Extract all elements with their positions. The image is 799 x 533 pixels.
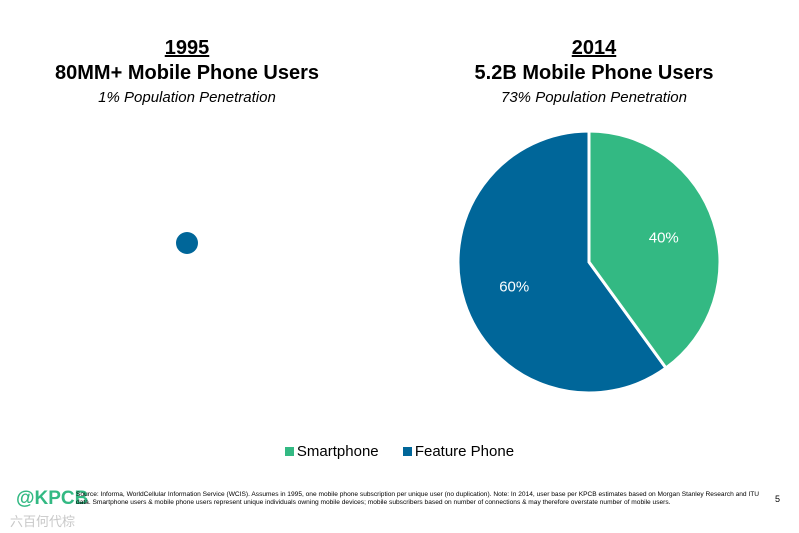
year-1995: 1995 <box>164 37 210 59</box>
legend-swatch-feature-phone <box>402 446 412 456</box>
legend-item-smartphone: Smartphone <box>284 443 379 460</box>
pie-1995-slice-feature-phone <box>176 232 198 254</box>
pie-2014-slice-smartphone <box>587 129 722 370</box>
legend: Smartphone Feature Phone <box>0 443 799 460</box>
source-footnote: Source: Informa, WorldCellular Informati… <box>76 491 760 507</box>
page-number: 5 <box>775 494 781 504</box>
legend-item-feature-phone: Feature Phone <box>402 443 515 460</box>
pie-2014-slice-smartphone-label: 40% <box>649 230 679 247</box>
watermark: 六百何代棕 <box>10 514 76 529</box>
legend-label-smartphone: Smartphone <box>296 443 379 460</box>
subtitle-1995: 1% Population Penetration <box>98 89 276 106</box>
subtitle-2014: 73% Population Penetration <box>501 89 687 106</box>
legend-label-feature-phone: Feature Phone <box>414 443 515 460</box>
legend-swatch-smartphone <box>284 446 294 456</box>
title-1995: 80MM+ Mobile Phone Users <box>55 62 319 84</box>
year-2014: 2014 <box>571 37 617 59</box>
pie-2014-slice-feature-phone <box>456 129 668 395</box>
pie-2014-slice-feature-phone-label: 60% <box>499 278 529 295</box>
panel-2014-header: 2014 5.2B Mobile Phone Users 73% Populat… <box>434 36 754 108</box>
kpcb-logo: @KPCB <box>16 488 89 509</box>
panel-1995-header: 1995 80MM+ Mobile Phone Users 1% Populat… <box>27 36 347 108</box>
title-2014: 5.2B Mobile Phone Users <box>474 62 714 84</box>
